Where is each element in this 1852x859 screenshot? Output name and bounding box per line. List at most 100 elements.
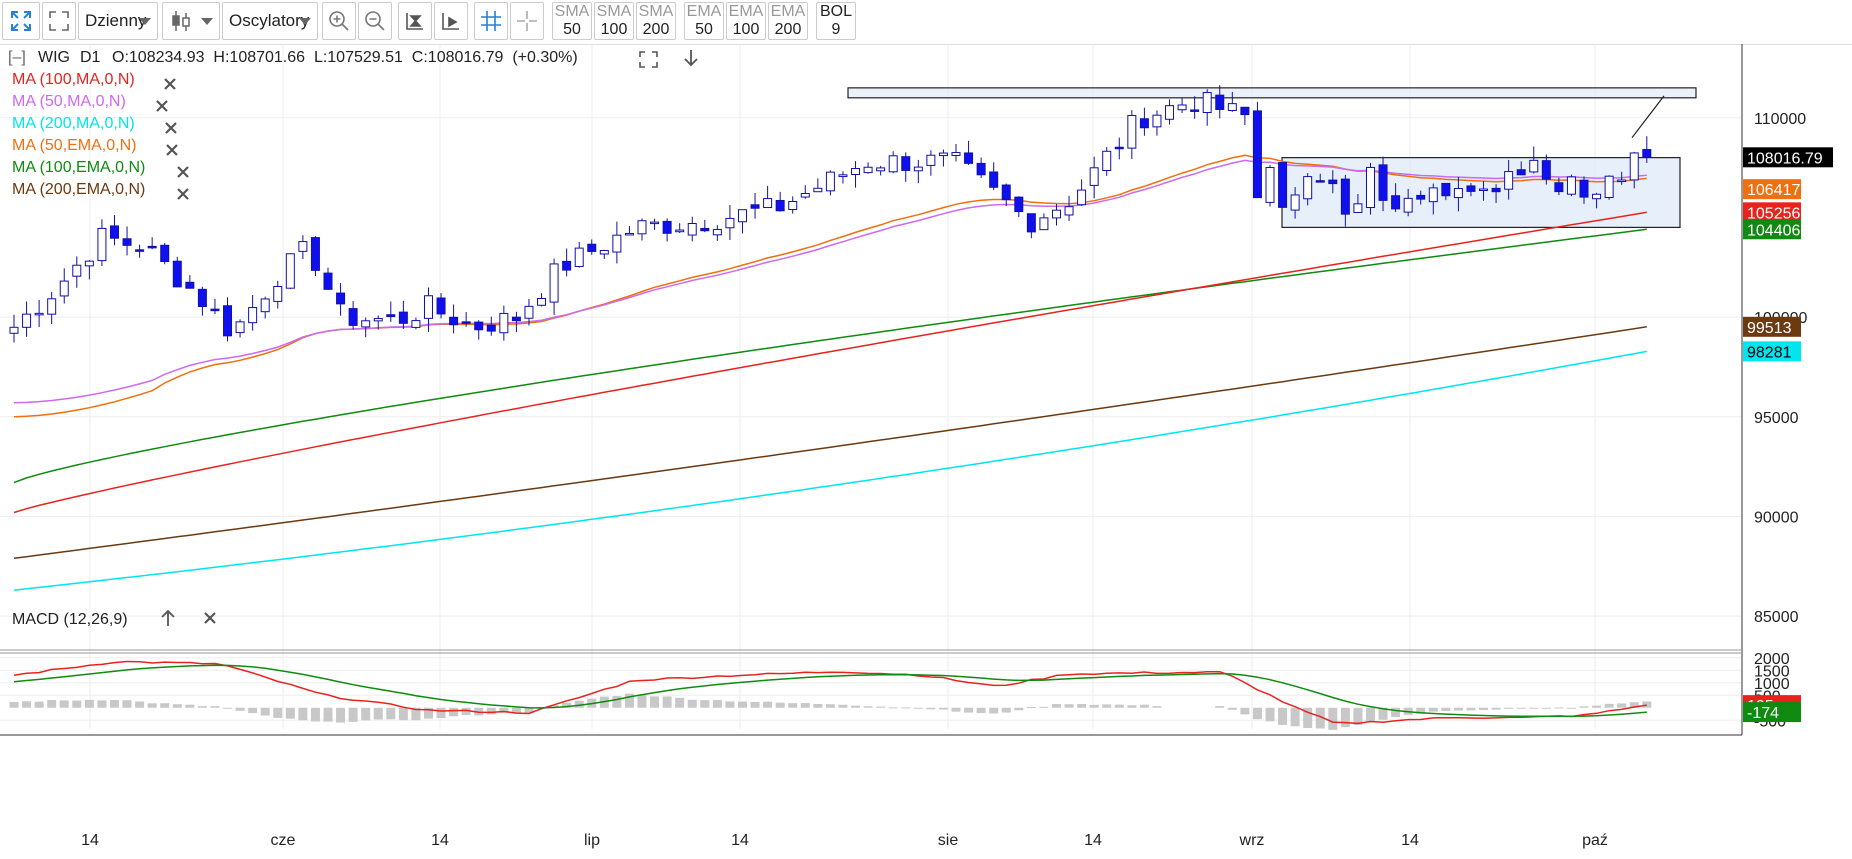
candle-body bbox=[147, 245, 157, 249]
zoom-out-icon[interactable] bbox=[358, 2, 392, 40]
chart-type-select[interactable] bbox=[162, 2, 220, 40]
candle-body bbox=[1315, 180, 1325, 183]
macd-histogram-bar bbox=[235, 707, 245, 711]
candle-body bbox=[248, 307, 258, 324]
grid-icon[interactable] bbox=[474, 2, 508, 40]
indicator-sma-200[interactable]: SMA 200 bbox=[636, 2, 676, 40]
arrow-up-icon[interactable] bbox=[161, 609, 175, 626]
value-tag-label: 108016.79 bbox=[1747, 150, 1823, 167]
macd-histogram-bar bbox=[22, 701, 32, 708]
value-tag-label: -174 bbox=[1747, 705, 1779, 722]
macd-histogram-bar bbox=[788, 703, 798, 708]
macd-histogram-bar bbox=[1303, 707, 1313, 728]
close-icon[interactable] bbox=[165, 122, 177, 134]
candle-body bbox=[474, 321, 484, 331]
chart-area[interactable]: 14 cze 14 lip 14 sie 14 wrz 14 paź 110000 95000 9000… bbox=[0, 44, 1852, 859]
macd-histogram-bar bbox=[1278, 707, 1288, 725]
candle-body bbox=[1479, 188, 1489, 191]
macd-histogram-bar bbox=[172, 704, 182, 708]
macd-histogram-bar bbox=[725, 701, 735, 708]
candle-body bbox=[1378, 164, 1388, 201]
fullscreen-small-icon[interactable] bbox=[639, 51, 658, 68]
candle-body bbox=[838, 174, 848, 178]
candle-body bbox=[260, 298, 270, 313]
macd-histogram-bar bbox=[1491, 707, 1501, 710]
close-icon[interactable] bbox=[204, 612, 216, 624]
indicator-sma-100[interactable]: SMA 100 bbox=[594, 2, 634, 40]
close-icon[interactable] bbox=[164, 78, 176, 90]
macd-histogram-bar bbox=[361, 707, 371, 721]
candle-body bbox=[1504, 171, 1514, 190]
macd-histogram-bar bbox=[59, 700, 69, 708]
indicator-period: 200 bbox=[642, 21, 670, 38]
macd-histogram-bar bbox=[675, 697, 685, 708]
candle-body bbox=[537, 297, 547, 306]
x-tick-label: wrz bbox=[1239, 832, 1265, 849]
oscillators-select[interactable]: Oscylatory bbox=[222, 2, 318, 40]
candle-body bbox=[59, 280, 69, 297]
period-select[interactable]: Dzienny bbox=[78, 2, 158, 40]
macd-histogram-bar bbox=[813, 703, 823, 708]
legend: [–] WIG D1 O:108234.93 H:108701.66 L:107… bbox=[8, 49, 698, 628]
macd-histogram-bar bbox=[1353, 707, 1363, 726]
indicator-ema-50[interactable]: EMA 50 bbox=[684, 2, 724, 40]
candle-body bbox=[612, 234, 622, 253]
scale-icon[interactable] bbox=[398, 2, 432, 40]
indicator-bol-9[interactable]: BOL 9 bbox=[816, 2, 856, 40]
axis-icon[interactable] bbox=[434, 2, 468, 40]
arrow-down-icon[interactable] bbox=[684, 50, 698, 67]
x-tick-label: paź bbox=[1582, 832, 1608, 849]
indicator-lines bbox=[13, 154, 1647, 725]
macd-histogram-bar bbox=[1114, 704, 1124, 708]
macd-histogram-bar bbox=[964, 707, 974, 713]
indicator-sma-50[interactable]: SMA 50 bbox=[552, 2, 592, 40]
candle-body bbox=[1089, 167, 1099, 186]
zoom-in-icon[interactable] bbox=[322, 2, 356, 40]
macd-histogram-bar bbox=[336, 707, 346, 723]
expand-icon[interactable] bbox=[2, 2, 40, 40]
candle-body bbox=[1026, 213, 1036, 233]
macd-histogram-bar bbox=[135, 701, 145, 708]
indicator-ema-100[interactable]: EMA 100 bbox=[726, 2, 766, 40]
macd-histogram-bar bbox=[248, 707, 258, 714]
macd-histogram-bar bbox=[1290, 707, 1300, 727]
collapse-toggle[interactable]: [–] bbox=[8, 49, 26, 66]
macd-histogram-bar bbox=[449, 707, 459, 717]
candle-body bbox=[825, 171, 835, 192]
y-tick-label: 90000 bbox=[1754, 509, 1799, 526]
candle-body bbox=[34, 312, 44, 316]
x-tick-label: cze bbox=[271, 832, 296, 849]
close-icon[interactable] bbox=[166, 144, 178, 156]
macd-histogram-bar bbox=[1215, 706, 1225, 708]
macd-histogram-bar bbox=[951, 707, 961, 712]
value-tag-label: 98281 bbox=[1747, 344, 1792, 361]
fullscreen-icon[interactable] bbox=[42, 2, 76, 40]
indicator-ema-200[interactable]: EMA 200 bbox=[768, 2, 808, 40]
candles bbox=[9, 85, 1652, 343]
macd-histogram-bar bbox=[1629, 702, 1639, 708]
candle-body bbox=[449, 316, 459, 326]
macd-histogram-bar bbox=[1378, 707, 1388, 720]
crosshair-icon[interactable] bbox=[510, 2, 544, 40]
macd-histogram-bar bbox=[436, 707, 446, 719]
candle-body bbox=[1466, 185, 1476, 192]
value-tag-label: 99513 bbox=[1747, 320, 1792, 337]
candle-body bbox=[1064, 206, 1074, 216]
candle-body bbox=[1416, 194, 1426, 200]
indicator-name: EMA bbox=[770, 3, 806, 20]
candle-body bbox=[737, 209, 747, 223]
candle-body bbox=[47, 298, 57, 315]
candle-body bbox=[1353, 203, 1363, 213]
close-icon[interactable] bbox=[177, 166, 189, 178]
candle-body bbox=[549, 263, 559, 303]
macd-histogram-bar bbox=[851, 705, 861, 708]
close-icon[interactable] bbox=[156, 100, 168, 112]
candle-body bbox=[574, 247, 584, 267]
value-tag-label: 105256 bbox=[1747, 205, 1800, 222]
candle-body bbox=[122, 238, 132, 246]
macd-histogram-bar bbox=[1227, 707, 1237, 710]
close-icon[interactable] bbox=[177, 188, 189, 200]
macd-histogram-bar bbox=[197, 706, 207, 708]
macd-histogram-bar bbox=[1516, 707, 1526, 709]
candle-body bbox=[662, 220, 672, 234]
